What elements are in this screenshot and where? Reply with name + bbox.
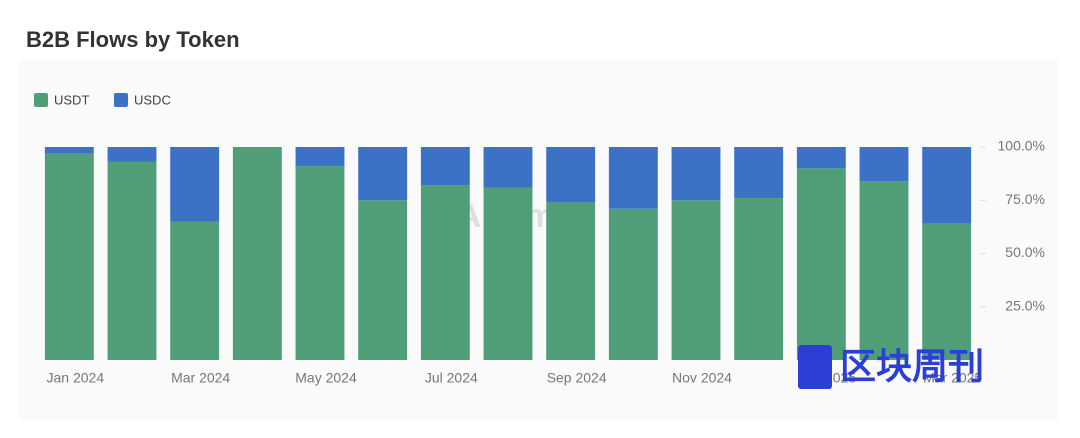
x-tick-label: Mar 2024 bbox=[171, 370, 230, 386]
bar-segment bbox=[734, 147, 784, 199]
bar-segment bbox=[859, 147, 909, 182]
bar-segment bbox=[546, 147, 596, 203]
logo-text: 区块周刊 bbox=[840, 346, 984, 387]
bar-segment bbox=[483, 187, 533, 360]
bar-segment bbox=[796, 168, 846, 360]
x-tick-label: Jul 2024 bbox=[425, 370, 478, 386]
legend-swatch bbox=[114, 93, 128, 107]
legend-swatch bbox=[34, 93, 48, 107]
bar-segment bbox=[483, 147, 533, 188]
y-tick-label: 25.0% bbox=[1005, 297, 1045, 313]
bar-segment bbox=[922, 223, 972, 360]
bar-segment bbox=[232, 147, 282, 360]
x-tick-label: Jan 2024 bbox=[47, 370, 105, 386]
bar-segment bbox=[107, 147, 157, 162]
bar-segment bbox=[546, 202, 596, 360]
x-tick-label: May 2024 bbox=[295, 370, 357, 386]
bar-segment bbox=[420, 147, 470, 186]
bar-segment bbox=[44, 153, 94, 360]
legend-label: USDC bbox=[134, 92, 171, 107]
bar-segment bbox=[859, 181, 909, 360]
bar-segment bbox=[107, 161, 157, 360]
bar-segment bbox=[608, 208, 658, 360]
bar-segment bbox=[671, 200, 721, 360]
bar-segment bbox=[44, 147, 94, 154]
y-tick-label: 100.0% bbox=[998, 138, 1045, 154]
bar-segment bbox=[295, 166, 345, 360]
x-tick-label: Sep 2024 bbox=[547, 370, 607, 386]
bar-segment bbox=[170, 147, 220, 222]
logo-icon bbox=[798, 345, 832, 389]
bar-segment bbox=[796, 147, 846, 169]
bar-segment bbox=[358, 147, 408, 201]
bar-segment bbox=[295, 147, 345, 167]
y-tick-label: 75.0% bbox=[1005, 191, 1045, 207]
bar-segment bbox=[358, 200, 408, 360]
chart-title: B2B Flows by Token bbox=[26, 27, 240, 52]
bar-segment bbox=[608, 147, 658, 209]
x-tick-label: Mar 2025 bbox=[923, 370, 982, 386]
legend-label: USDT bbox=[54, 92, 89, 107]
bar-segment bbox=[734, 198, 784, 360]
bar-segment bbox=[922, 147, 972, 224]
bar-segment bbox=[420, 185, 470, 360]
bar-segment bbox=[671, 147, 721, 201]
bar-segment bbox=[170, 221, 220, 360]
x-tick-label: Nov 2024 bbox=[672, 370, 732, 386]
y-tick-label: 50.0% bbox=[1005, 244, 1045, 260]
